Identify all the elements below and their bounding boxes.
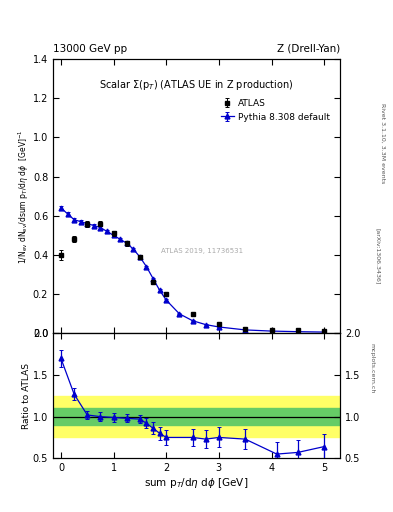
Text: Z (Drell-Yan): Z (Drell-Yan) [277, 44, 340, 54]
Text: [arXiv:1306.3436]: [arXiv:1306.3436] [375, 228, 380, 284]
Y-axis label: 1/N$_{\rm ev}$ dN$_{\rm ev}$/dsum p$_T$/d$\eta$ d$\phi$  [GeV]$^{-1}$: 1/N$_{\rm ev}$ dN$_{\rm ev}$/dsum p$_T$/… [17, 129, 31, 264]
Text: mcplots.cern.ch: mcplots.cern.ch [369, 344, 374, 394]
Text: 13000 GeV pp: 13000 GeV pp [53, 44, 127, 54]
Text: Scalar $\Sigma$(p$_T$) (ATLAS UE in Z production): Scalar $\Sigma$(p$_T$) (ATLAS UE in Z pr… [99, 78, 294, 92]
Text: Rivet 3.1.10, 3.3M events: Rivet 3.1.10, 3.3M events [381, 103, 386, 183]
Y-axis label: Ratio to ATLAS: Ratio to ATLAS [22, 363, 31, 429]
X-axis label: sum p$_T$/d$\eta$ d$\phi$ [GeV]: sum p$_T$/d$\eta$ d$\phi$ [GeV] [144, 476, 249, 490]
Legend: ATLAS, Pythia 8.308 default: ATLAS, Pythia 8.308 default [218, 96, 332, 124]
Text: ATLAS 2019, 11736531: ATLAS 2019, 11736531 [161, 248, 243, 254]
